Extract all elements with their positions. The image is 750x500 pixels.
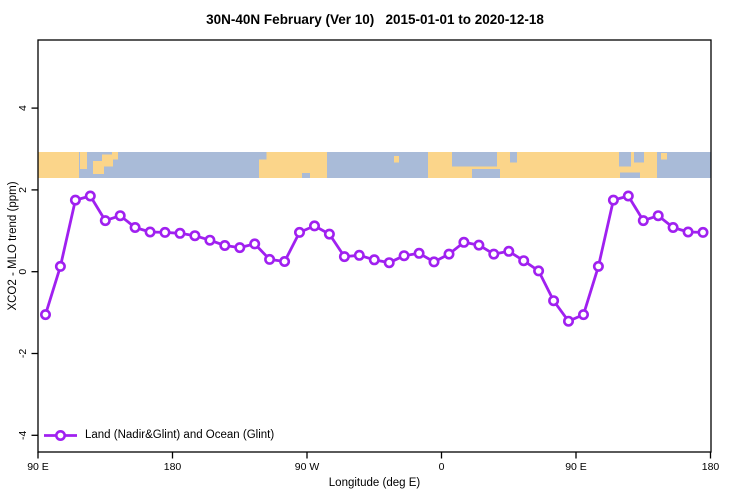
data-point	[338, 251, 350, 263]
data-point	[69, 194, 81, 206]
data-point	[39, 309, 51, 321]
data-point	[189, 230, 201, 242]
data-point	[114, 210, 126, 222]
data-point	[204, 234, 216, 246]
data-point	[398, 250, 410, 262]
x-tick-label: 0	[439, 461, 445, 473]
legend-marker-symbol	[54, 429, 66, 441]
map-ocean-patch	[619, 151, 631, 167]
data-point	[473, 239, 485, 251]
data-point	[428, 256, 440, 268]
legend-label: Land (Nadir&Glint) and Ocean (Glint)	[85, 429, 275, 441]
map-land-segment	[38, 151, 79, 179]
data-point	[652, 210, 664, 222]
data-point	[562, 315, 574, 327]
data-point	[234, 242, 246, 254]
y-tick-label: -2	[17, 349, 29, 358]
data-point	[293, 226, 305, 238]
data-point	[54, 260, 66, 272]
data-point	[264, 253, 276, 265]
data-point	[174, 227, 186, 239]
data-point	[697, 226, 709, 238]
data-point	[323, 228, 335, 240]
data-point	[99, 215, 111, 227]
data-point	[577, 309, 589, 321]
data-point	[159, 226, 171, 238]
map-ocean-patch	[471, 168, 501, 179]
map-ocean-patch	[633, 151, 644, 163]
data-point	[682, 226, 694, 238]
x-tick-label: 90 E	[27, 461, 49, 473]
map-ocean-patch	[619, 172, 640, 179]
data-point	[144, 226, 156, 238]
data-point	[533, 265, 545, 277]
data-point	[249, 238, 261, 250]
data-point	[592, 260, 604, 272]
data-point	[413, 247, 425, 259]
data-point	[219, 240, 231, 252]
map-land-segment	[92, 161, 105, 175]
map-ocean-patch	[302, 172, 310, 179]
map-land-segment	[393, 155, 400, 163]
map-ocean-patch	[259, 151, 267, 160]
map-land-segment	[101, 154, 114, 167]
x-tick-label: 90 W	[295, 461, 320, 473]
data-point	[622, 190, 634, 202]
data-point	[308, 220, 320, 232]
chart-title: 30N-40N February (Ver 10) 2015-01-01 to …	[206, 12, 544, 27]
y-tick-label: -4	[17, 430, 29, 439]
data-point	[488, 248, 500, 260]
data-point	[637, 215, 649, 227]
data-point	[84, 190, 96, 202]
data-point	[518, 255, 530, 267]
data-point	[368, 254, 380, 266]
data-point	[548, 295, 560, 307]
data-point	[607, 194, 619, 206]
x-tick-label: 180	[164, 461, 182, 473]
y-tick-label: 4	[17, 105, 29, 111]
data-point	[458, 236, 470, 248]
x-tick-label: 180	[702, 461, 720, 473]
x-tick-label: 90 E	[565, 461, 587, 473]
data-point	[443, 248, 455, 260]
map-land-segment	[259, 151, 328, 179]
data-point	[129, 222, 141, 234]
map-ocean-patch	[510, 151, 518, 163]
x-axis-title: Longitude (deg E)	[328, 477, 421, 489]
y-tick-label: 2	[17, 187, 29, 193]
map-land-segment	[111, 151, 118, 160]
data-point	[353, 249, 365, 261]
data-point	[279, 255, 291, 267]
map-land-segment	[661, 153, 668, 160]
data-point	[383, 257, 395, 269]
data-point	[667, 222, 679, 234]
data-point	[503, 245, 515, 257]
plot-box	[37, 39, 712, 453]
map-ocean-patch	[452, 151, 498, 167]
y-tick-label: 0	[17, 269, 29, 275]
map-land-segment	[79, 151, 88, 169]
